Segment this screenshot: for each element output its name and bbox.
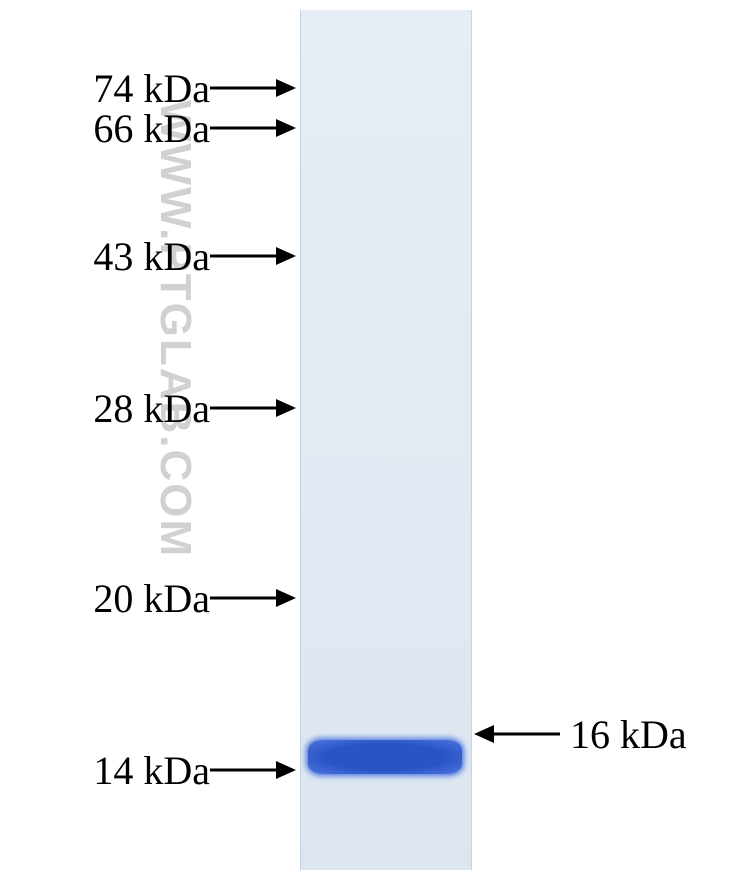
arrow-right-icon bbox=[210, 236, 296, 276]
gel-figure: WWW.PTGLAB.COM 74 kDa66 kDa43 kDa28 kDa2… bbox=[0, 0, 740, 878]
arrow-right-icon bbox=[210, 578, 296, 618]
mw-marker: 28 kDa bbox=[0, 388, 296, 428]
mw-label: 43 kDa bbox=[93, 233, 210, 280]
mw-label: 28 kDa bbox=[93, 385, 210, 432]
mw-label: 20 kDa bbox=[93, 575, 210, 622]
arrow-right-icon bbox=[210, 68, 296, 108]
mw-marker: 43 kDa bbox=[0, 236, 296, 276]
mw-marker: 14 kDa bbox=[0, 750, 296, 790]
mw-label: 16 kDa bbox=[570, 711, 687, 758]
arrow-right-icon bbox=[210, 108, 296, 148]
protein-band-16kda bbox=[308, 740, 462, 774]
arrow-left-icon bbox=[474, 714, 560, 754]
watermark-text: WWW.PTGLAB.COM bbox=[150, 100, 200, 558]
arrow-right-icon bbox=[210, 750, 296, 790]
arrow-right-icon bbox=[210, 388, 296, 428]
mw-marker: 74 kDa bbox=[0, 68, 296, 108]
mw-marker: 20 kDa bbox=[0, 578, 296, 618]
mw-label: 66 kDa bbox=[93, 105, 210, 152]
mw-marker: 66 kDa bbox=[0, 108, 296, 148]
mw-label: 14 kDa bbox=[93, 747, 210, 794]
mw-marker: 16 kDa bbox=[474, 714, 736, 754]
